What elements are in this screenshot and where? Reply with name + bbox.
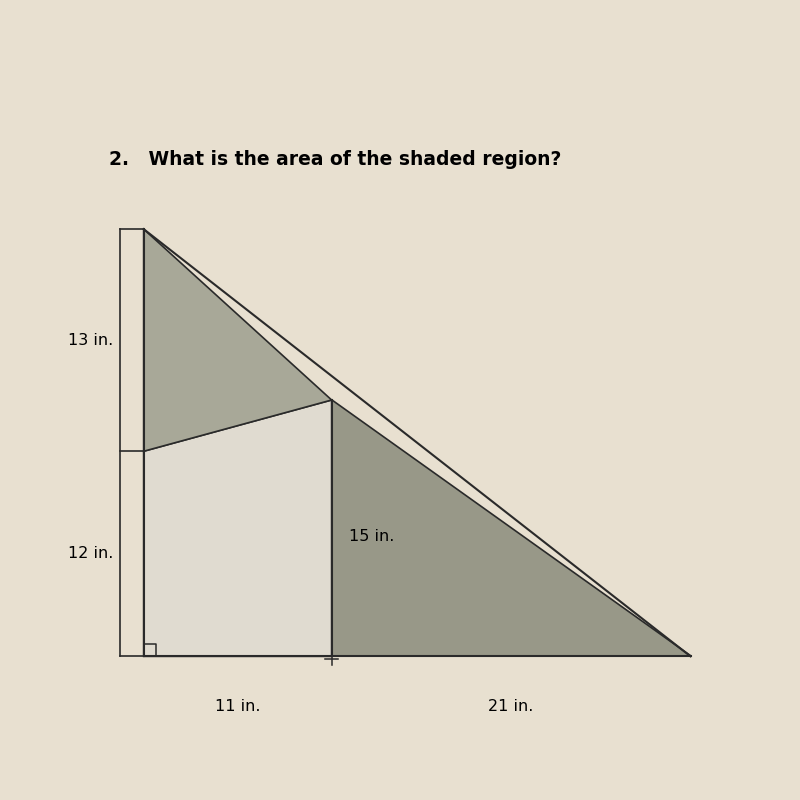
Text: 12 in.: 12 in.	[67, 546, 113, 562]
Polygon shape	[144, 400, 332, 656]
Text: 21 in.: 21 in.	[488, 699, 534, 714]
Text: 11 in.: 11 in.	[215, 699, 261, 714]
Polygon shape	[332, 400, 690, 656]
Text: 15 in.: 15 in.	[349, 530, 394, 544]
Text: 2.   What is the area of the shaded region?: 2. What is the area of the shaded region…	[110, 150, 562, 170]
Text: 13 in.: 13 in.	[68, 333, 113, 348]
Polygon shape	[144, 229, 332, 451]
